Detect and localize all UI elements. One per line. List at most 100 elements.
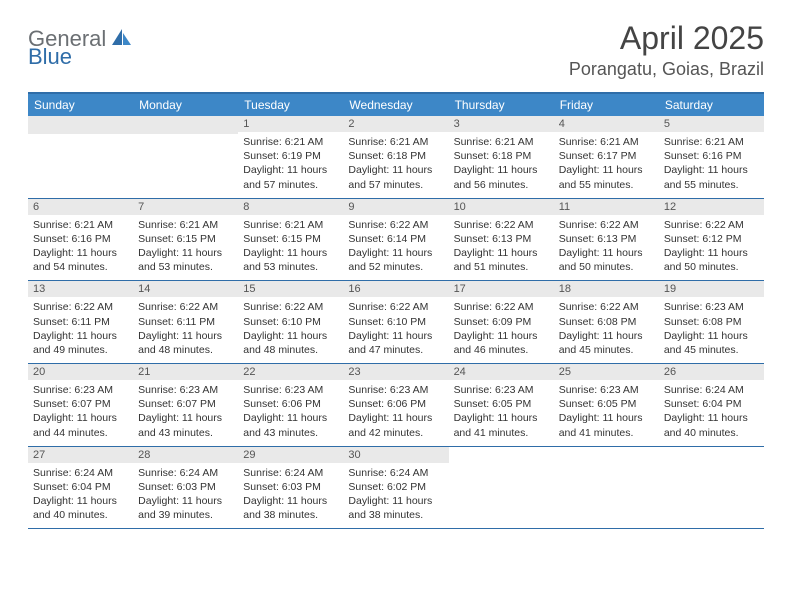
daylight-text: Daylight: 11 hours and 53 minutes. <box>243 246 338 274</box>
day-body: Sunrise: 6:22 AMSunset: 6:10 PMDaylight:… <box>343 297 448 363</box>
day-number: 5 <box>659 116 764 132</box>
sunrise-text: Sunrise: 6:21 AM <box>454 135 549 149</box>
day-cell: 2Sunrise: 6:21 AMSunset: 6:18 PMDaylight… <box>343 116 448 198</box>
day-body: Sunrise: 6:21 AMSunset: 6:18 PMDaylight:… <box>343 132 448 198</box>
day-body: Sunrise: 6:23 AMSunset: 6:05 PMDaylight:… <box>449 380 554 446</box>
daylight-text: Daylight: 11 hours and 49 minutes. <box>33 329 128 357</box>
day-number: 18 <box>554 281 659 297</box>
day-body: Sunrise: 6:24 AMSunset: 6:04 PMDaylight:… <box>28 463 133 529</box>
sunset-text: Sunset: 6:07 PM <box>138 397 233 411</box>
sunset-text: Sunset: 6:04 PM <box>33 480 128 494</box>
daylight-text: Daylight: 11 hours and 38 minutes. <box>243 494 338 522</box>
day-number: 7 <box>133 199 238 215</box>
sunset-text: Sunset: 6:09 PM <box>454 315 549 329</box>
sunrise-text: Sunrise: 6:22 AM <box>33 300 128 314</box>
title-block: April 2025 Porangatu, Goias, Brazil <box>569 20 764 80</box>
sunset-text: Sunset: 6:11 PM <box>33 315 128 329</box>
daylight-text: Daylight: 11 hours and 48 minutes. <box>138 329 233 357</box>
sunrise-text: Sunrise: 6:23 AM <box>559 383 654 397</box>
day-cell: 11Sunrise: 6:22 AMSunset: 6:13 PMDayligh… <box>554 199 659 281</box>
sunset-text: Sunset: 6:15 PM <box>138 232 233 246</box>
sunset-text: Sunset: 6:10 PM <box>348 315 443 329</box>
day-cell: 1Sunrise: 6:21 AMSunset: 6:19 PMDaylight… <box>238 116 343 198</box>
day-cell: 22Sunrise: 6:23 AMSunset: 6:06 PMDayligh… <box>238 364 343 446</box>
day-body: Sunrise: 6:21 AMSunset: 6:17 PMDaylight:… <box>554 132 659 198</box>
sunset-text: Sunset: 6:05 PM <box>454 397 549 411</box>
day-cell: 19Sunrise: 6:23 AMSunset: 6:08 PMDayligh… <box>659 281 764 363</box>
sunrise-text: Sunrise: 6:23 AM <box>138 383 233 397</box>
sunset-text: Sunset: 6:06 PM <box>243 397 338 411</box>
month-title: April 2025 <box>569 20 764 57</box>
calendar-page: General April 2025 Porangatu, Goias, Bra… <box>0 0 792 549</box>
day-body: Sunrise: 6:23 AMSunset: 6:05 PMDaylight:… <box>554 380 659 446</box>
day-number: 9 <box>343 199 448 215</box>
day-body: Sunrise: 6:24 AMSunset: 6:03 PMDaylight:… <box>133 463 238 529</box>
day-number: 24 <box>449 364 554 380</box>
day-body: Sunrise: 6:22 AMSunset: 6:10 PMDaylight:… <box>238 297 343 363</box>
daylight-text: Daylight: 11 hours and 48 minutes. <box>243 329 338 357</box>
sunset-text: Sunset: 6:04 PM <box>664 397 759 411</box>
weekday-header: Saturday <box>659 94 764 116</box>
day-number: 4 <box>554 116 659 132</box>
weekday-header: Wednesday <box>343 94 448 116</box>
day-body: Sunrise: 6:23 AMSunset: 6:06 PMDaylight:… <box>238 380 343 446</box>
daylight-text: Daylight: 11 hours and 56 minutes. <box>454 163 549 191</box>
day-number: 29 <box>238 447 343 463</box>
day-body: Sunrise: 6:21 AMSunset: 6:16 PMDaylight:… <box>659 132 764 198</box>
day-cell: 18Sunrise: 6:22 AMSunset: 6:08 PMDayligh… <box>554 281 659 363</box>
sunset-text: Sunset: 6:08 PM <box>559 315 654 329</box>
daylight-text: Daylight: 11 hours and 55 minutes. <box>664 163 759 191</box>
day-cell: 3Sunrise: 6:21 AMSunset: 6:18 PMDaylight… <box>449 116 554 198</box>
day-cell: 14Sunrise: 6:22 AMSunset: 6:11 PMDayligh… <box>133 281 238 363</box>
daylight-text: Daylight: 11 hours and 45 minutes. <box>664 329 759 357</box>
day-body: Sunrise: 6:22 AMSunset: 6:13 PMDaylight:… <box>449 215 554 281</box>
sunrise-text: Sunrise: 6:23 AM <box>664 300 759 314</box>
daylight-text: Daylight: 11 hours and 52 minutes. <box>348 246 443 274</box>
day-cell: 30Sunrise: 6:24 AMSunset: 6:02 PMDayligh… <box>343 447 448 529</box>
sunrise-text: Sunrise: 6:21 AM <box>664 135 759 149</box>
weeks-container: 1Sunrise: 6:21 AMSunset: 6:19 PMDaylight… <box>28 116 764 529</box>
header: General April 2025 Porangatu, Goias, Bra… <box>28 20 764 80</box>
day-number: 8 <box>238 199 343 215</box>
day-cell: 25Sunrise: 6:23 AMSunset: 6:05 PMDayligh… <box>554 364 659 446</box>
day-number: 22 <box>238 364 343 380</box>
sunset-text: Sunset: 6:17 PM <box>559 149 654 163</box>
week-row: 6Sunrise: 6:21 AMSunset: 6:16 PMDaylight… <box>28 199 764 282</box>
day-body: Sunrise: 6:21 AMSunset: 6:15 PMDaylight:… <box>133 215 238 281</box>
day-cell: 7Sunrise: 6:21 AMSunset: 6:15 PMDaylight… <box>133 199 238 281</box>
day-cell: 5Sunrise: 6:21 AMSunset: 6:16 PMDaylight… <box>659 116 764 198</box>
day-body: Sunrise: 6:23 AMSunset: 6:08 PMDaylight:… <box>659 297 764 363</box>
weekday-header: Friday <box>554 94 659 116</box>
calendar-grid: SundayMondayTuesdayWednesdayThursdayFrid… <box>28 92 764 529</box>
day-number: 15 <box>238 281 343 297</box>
day-number: 20 <box>28 364 133 380</box>
sunset-text: Sunset: 6:14 PM <box>348 232 443 246</box>
day-number: 3 <box>449 116 554 132</box>
week-row: 20Sunrise: 6:23 AMSunset: 6:07 PMDayligh… <box>28 364 764 447</box>
day-number: 30 <box>343 447 448 463</box>
weekday-header: Monday <box>133 94 238 116</box>
day-body: Sunrise: 6:22 AMSunset: 6:08 PMDaylight:… <box>554 297 659 363</box>
day-cell <box>133 116 238 198</box>
day-cell: 23Sunrise: 6:23 AMSunset: 6:06 PMDayligh… <box>343 364 448 446</box>
day-number: 11 <box>554 199 659 215</box>
sunrise-text: Sunrise: 6:23 AM <box>454 383 549 397</box>
day-number: 2 <box>343 116 448 132</box>
sunrise-text: Sunrise: 6:21 AM <box>33 218 128 232</box>
weekday-header: Tuesday <box>238 94 343 116</box>
sunrise-text: Sunrise: 6:22 AM <box>348 300 443 314</box>
daylight-text: Daylight: 11 hours and 41 minutes. <box>559 411 654 439</box>
day-cell <box>554 447 659 529</box>
daylight-text: Daylight: 11 hours and 42 minutes. <box>348 411 443 439</box>
sunrise-text: Sunrise: 6:24 AM <box>348 466 443 480</box>
sunrise-text: Sunrise: 6:22 AM <box>243 300 338 314</box>
day-cell <box>28 116 133 198</box>
day-cell: 17Sunrise: 6:22 AMSunset: 6:09 PMDayligh… <box>449 281 554 363</box>
day-body: Sunrise: 6:22 AMSunset: 6:13 PMDaylight:… <box>554 215 659 281</box>
day-body: Sunrise: 6:22 AMSunset: 6:12 PMDaylight:… <box>659 215 764 281</box>
day-body: Sunrise: 6:21 AMSunset: 6:18 PMDaylight:… <box>449 132 554 198</box>
weekday-header: Thursday <box>449 94 554 116</box>
day-body: Sunrise: 6:22 AMSunset: 6:09 PMDaylight:… <box>449 297 554 363</box>
daylight-text: Daylight: 11 hours and 54 minutes. <box>33 246 128 274</box>
day-number: 12 <box>659 199 764 215</box>
